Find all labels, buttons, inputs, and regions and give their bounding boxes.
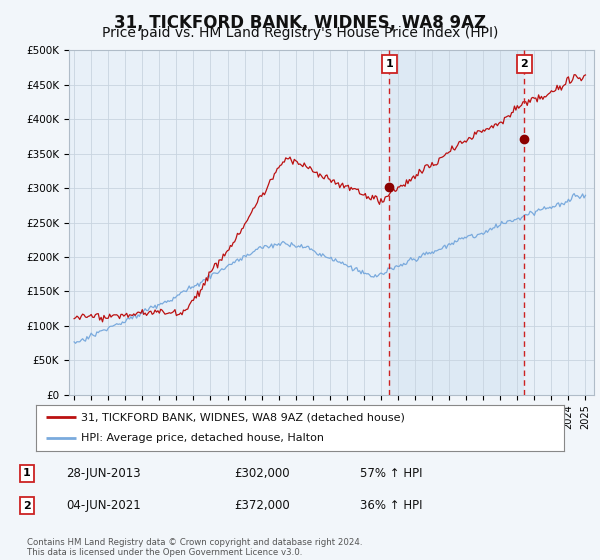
Text: 1: 1 — [23, 468, 31, 478]
Text: £372,000: £372,000 — [234, 499, 290, 512]
Text: 04-JUN-2021: 04-JUN-2021 — [66, 499, 141, 512]
Text: HPI: Average price, detached house, Halton: HPI: Average price, detached house, Halt… — [81, 433, 324, 444]
Text: 1: 1 — [385, 59, 393, 69]
Text: Price paid vs. HM Land Registry's House Price Index (HPI): Price paid vs. HM Land Registry's House … — [102, 26, 498, 40]
Text: 31, TICKFORD BANK, WIDNES, WA8 9AZ: 31, TICKFORD BANK, WIDNES, WA8 9AZ — [114, 14, 486, 32]
Text: Contains HM Land Registry data © Crown copyright and database right 2024.
This d: Contains HM Land Registry data © Crown c… — [27, 538, 362, 557]
Text: 31, TICKFORD BANK, WIDNES, WA8 9AZ (detached house): 31, TICKFORD BANK, WIDNES, WA8 9AZ (deta… — [81, 412, 405, 422]
Text: 2: 2 — [521, 59, 529, 69]
Text: 2: 2 — [23, 501, 31, 511]
Bar — [389, 50, 524, 395]
Text: 28-JUN-2013: 28-JUN-2013 — [66, 466, 140, 480]
Text: 36% ↑ HPI: 36% ↑ HPI — [360, 499, 422, 512]
Text: 57% ↑ HPI: 57% ↑ HPI — [360, 466, 422, 480]
Text: £302,000: £302,000 — [234, 466, 290, 480]
